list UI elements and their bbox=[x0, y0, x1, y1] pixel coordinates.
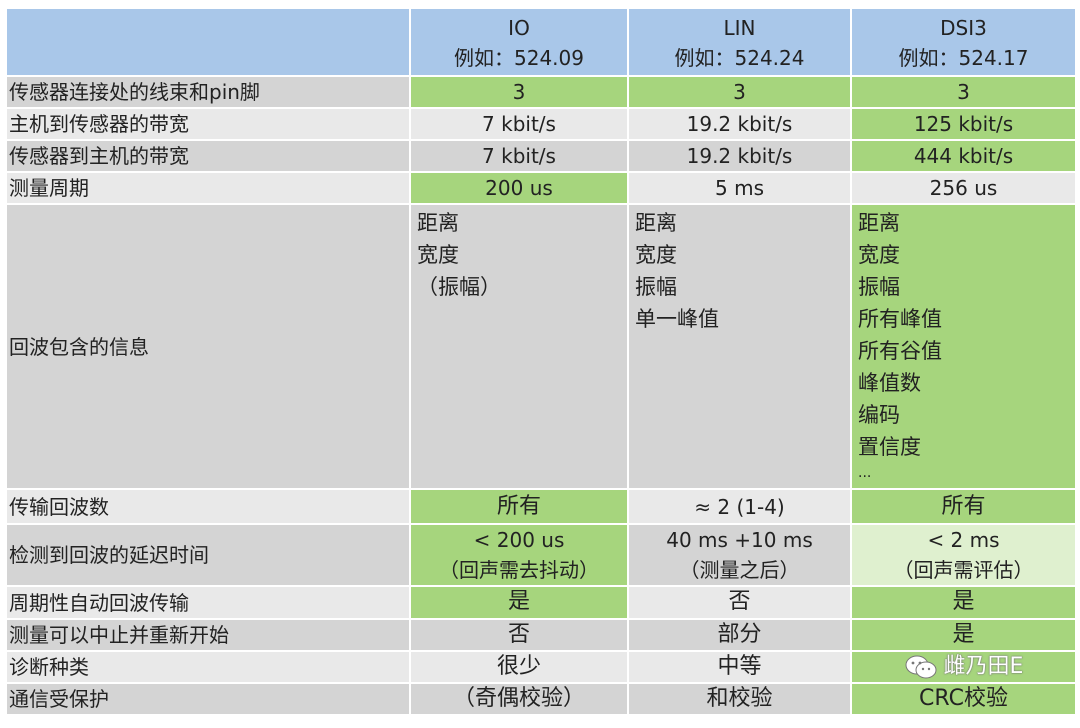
row-label: 诊断种类 bbox=[7, 652, 411, 682]
cell-io: < 200 us （回声需去抖动） bbox=[411, 525, 629, 585]
cell-dsi3: 125 kbit/s bbox=[852, 109, 1075, 139]
cell-lin: ≈ 2 (1-4) bbox=[629, 490, 852, 523]
cell-io: 7 kbit/s bbox=[411, 141, 629, 171]
list-item: （振幅） bbox=[417, 275, 501, 299]
cell-dsi3: 3 bbox=[852, 77, 1075, 107]
cell-line: 40 ms +10 ms bbox=[666, 528, 813, 552]
list-item: 置信度 bbox=[858, 435, 921, 459]
cell-io: 很少 bbox=[411, 652, 629, 682]
row-label: 测量周期 bbox=[7, 173, 411, 203]
cell-lin: 距离 宽度 振幅 单一峰值 bbox=[629, 205, 852, 488]
cell-io: 距离 宽度 （振幅） bbox=[411, 205, 629, 488]
cell-dsi3: < 2 ms （回声需评估） bbox=[852, 525, 1075, 585]
header-io-name: IO bbox=[508, 16, 530, 40]
cell-dsi3: 雌乃田E bbox=[852, 652, 1075, 682]
table-row: 检测到回波的延迟时间 < 200 us （回声需去抖动） 40 ms +10 m… bbox=[7, 525, 1075, 587]
cell-io: 3 bbox=[411, 77, 629, 107]
list-item: 距离 bbox=[858, 211, 900, 235]
table-row: 传输回波数 所有 ≈ 2 (1-4) 所有 bbox=[7, 490, 1075, 525]
table-row: 传感器连接处的线束和pin脚 3 3 3 bbox=[7, 77, 1075, 109]
cell-lin: 5 ms bbox=[629, 173, 852, 203]
cell-lin: 19.2 kbit/s bbox=[629, 141, 852, 171]
cell-lin: 中等 bbox=[629, 652, 852, 682]
header-dsi3-name: DSI3 bbox=[940, 16, 987, 40]
cell-lin: 否 bbox=[629, 587, 852, 618]
list-item: 宽度 bbox=[417, 243, 459, 267]
comparison-table: IO 例如：524.09 LIN 例如：524.24 DSI3 例如：524.1… bbox=[7, 9, 1075, 716]
cell-dsi3: 是 bbox=[852, 587, 1075, 618]
cell-dsi3: 256 us bbox=[852, 173, 1075, 203]
list-item: 单一峰值 bbox=[635, 307, 719, 331]
row-label: 传输回波数 bbox=[7, 490, 411, 523]
header-io-example: 例如：524.09 bbox=[454, 46, 584, 70]
list-item: 振幅 bbox=[635, 275, 677, 299]
cell-dsi3: 444 kbit/s bbox=[852, 141, 1075, 171]
row-label: 测量可以中止并重新开始 bbox=[7, 620, 411, 650]
table-row: 测量周期 200 us 5 ms 256 us bbox=[7, 173, 1075, 205]
header-io: IO 例如：524.09 bbox=[411, 9, 629, 75]
cell-line: （回声需去抖动） bbox=[439, 558, 599, 582]
list-item: 距离 bbox=[635, 211, 677, 235]
row-label: 通信受保护 bbox=[7, 684, 411, 714]
cell-line: （测量之后） bbox=[679, 558, 800, 582]
list-item: 所有峰值 bbox=[858, 307, 942, 331]
cell-io: 所有 bbox=[411, 490, 629, 523]
cell-io: 是 bbox=[411, 587, 629, 618]
list-item: 振幅 bbox=[858, 275, 900, 299]
table-row: 回波包含的信息 距离 宽度 （振幅） 距离 宽度 振幅 单一峰值 距离 宽度 振… bbox=[7, 205, 1075, 490]
cell-lin: 和校验 bbox=[629, 684, 852, 714]
cell-line: （回声需评估） bbox=[893, 558, 1034, 582]
list-item: ... bbox=[858, 465, 872, 481]
cell-io: 7 kbit/s bbox=[411, 109, 629, 139]
header-lin-example: 例如：524.24 bbox=[674, 46, 805, 70]
cell-dsi3: 所有 bbox=[852, 490, 1075, 523]
table-row: 诊断种类 很少 中等 雌乃田E bbox=[7, 652, 1075, 684]
header-lin: LIN 例如：524.24 bbox=[629, 9, 852, 75]
wechat-icon bbox=[905, 655, 937, 679]
cell-io: 否 bbox=[411, 620, 629, 650]
table-row: 周期性自动回波传输 是 否 是 bbox=[7, 587, 1075, 620]
row-label: 检测到回波的延迟时间 bbox=[7, 525, 411, 585]
row-label: 回波包含的信息 bbox=[7, 205, 411, 488]
cell-line: < 2 ms bbox=[927, 528, 1000, 552]
table-row: 传感器到主机的带宽 7 kbit/s 19.2 kbit/s 444 kbit/… bbox=[7, 141, 1075, 173]
list-item: 距离 bbox=[417, 211, 459, 235]
table-row: 主机到传感器的带宽 7 kbit/s 19.2 kbit/s 125 kbit/… bbox=[7, 109, 1075, 141]
cell-dsi3: 距离 宽度 振幅 所有峰值 所有谷值 峰值数 编码 置信度 ... bbox=[852, 205, 1075, 488]
list-item: 峰值数 bbox=[858, 371, 921, 395]
cell-dsi3: CRC校验 bbox=[852, 684, 1075, 714]
cell-io: 200 us bbox=[411, 173, 629, 203]
list-item: 所有谷值 bbox=[858, 339, 942, 363]
cell-io: （奇偶校验） bbox=[411, 684, 629, 714]
cell-lin: 40 ms +10 ms （测量之后） bbox=[629, 525, 852, 585]
cell-lin: 部分 bbox=[629, 620, 852, 650]
list-item: 宽度 bbox=[635, 243, 677, 267]
watermark-text: 雌乃田E bbox=[943, 654, 1024, 679]
cell-line: < 200 us bbox=[473, 528, 565, 552]
table-row: 通信受保护 （奇偶校验） 和校验 CRC校验 bbox=[7, 684, 1075, 716]
table-header-row: IO 例如：524.09 LIN 例如：524.24 DSI3 例如：524.1… bbox=[7, 9, 1075, 77]
list-item: 编码 bbox=[858, 403, 900, 427]
table-row: 测量可以中止并重新开始 否 部分 是 bbox=[7, 620, 1075, 652]
header-dsi3: DSI3 例如：524.17 bbox=[852, 9, 1075, 75]
header-lin-name: LIN bbox=[723, 16, 756, 40]
row-label: 传感器连接处的线束和pin脚 bbox=[7, 77, 411, 107]
list-item: 宽度 bbox=[858, 243, 900, 267]
row-label: 主机到传感器的带宽 bbox=[7, 109, 411, 139]
cell-dsi3: 是 bbox=[852, 620, 1075, 650]
header-corner-cell bbox=[7, 9, 411, 75]
cell-lin: 19.2 kbit/s bbox=[629, 109, 852, 139]
header-dsi3-example: 例如：524.17 bbox=[898, 46, 1029, 70]
watermark: 雌乃田E bbox=[852, 652, 1075, 682]
cell-lin: 3 bbox=[629, 77, 852, 107]
row-label: 周期性自动回波传输 bbox=[7, 587, 411, 618]
row-label: 传感器到主机的带宽 bbox=[7, 141, 411, 171]
